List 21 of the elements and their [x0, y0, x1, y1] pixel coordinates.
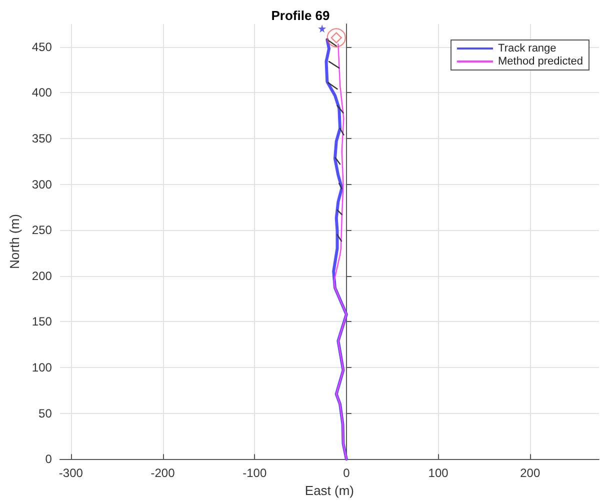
chart-title: Profile 69 — [271, 8, 330, 23]
y-tick-label: 0 — [45, 452, 52, 466]
y-tick-label: 50 — [38, 406, 52, 420]
x-tick-label: -200 — [150, 466, 176, 480]
x-axis-title: East (m) — [304, 483, 354, 498]
y-axis-title: North (m) — [7, 214, 22, 269]
legend-label: Track range — [498, 42, 556, 54]
y-tick-label: 450 — [32, 40, 52, 54]
y-tick-label: 200 — [32, 268, 52, 283]
y-tick-label: 150 — [32, 314, 52, 329]
x-tick-label: -300 — [58, 466, 84, 480]
x-tick-label: -100 — [242, 466, 267, 480]
x-tick-label: 200 — [520, 466, 540, 480]
x-tick-label: 100 — [428, 466, 449, 480]
y-tick-label: 350 — [32, 132, 52, 146]
x-tick-label: 0 — [343, 466, 350, 480]
y-tick-label: 400 — [32, 86, 52, 100]
legend-label: Method predicted — [498, 56, 583, 68]
y-tick-label: 300 — [32, 177, 52, 192]
y-tick-label: 100 — [32, 360, 52, 374]
y-tick-label: 250 — [32, 223, 52, 238]
